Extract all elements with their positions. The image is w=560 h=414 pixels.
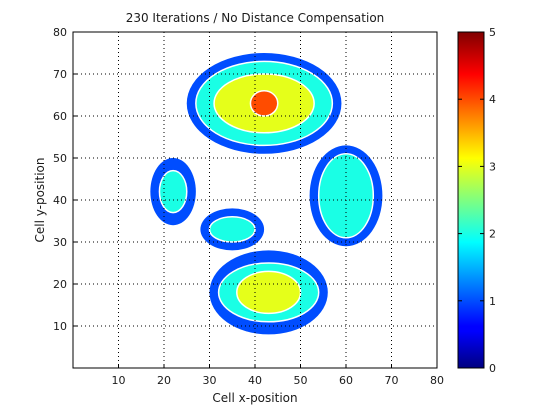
- region-5-level-3: [236, 270, 302, 315]
- region-3-level-2: [158, 169, 188, 214]
- y-tick-label-70: 70: [53, 68, 67, 81]
- y-tick-label-30: 30: [53, 236, 67, 249]
- colorbar-tick-label-5: 5: [489, 26, 496, 39]
- x-tick-label-40: 40: [248, 374, 262, 387]
- heatmap-regions: [150, 53, 383, 335]
- x-tick-label-70: 70: [385, 374, 399, 387]
- grid: [73, 32, 437, 368]
- colorbar-tick-label-1: 1: [489, 295, 496, 308]
- region-2-level-2: [317, 153, 375, 239]
- colorbar-tick-label-0: 0: [489, 362, 496, 375]
- x-tick-label-10: 10: [112, 374, 126, 387]
- x-tick-label-30: 30: [203, 374, 217, 387]
- x-axis: 10 20 30 40 50 60 70 80: [112, 364, 444, 387]
- x-tick-label-20: 20: [157, 374, 171, 387]
- colorbar-tick-label-4: 4: [489, 93, 496, 106]
- y-tick-label-50: 50: [53, 152, 67, 165]
- colorbar: [457, 31, 485, 369]
- y-tick-label-80: 80: [53, 26, 67, 39]
- y-axis-label: Cell y-position: [33, 158, 47, 243]
- y-tick-label-40: 40: [53, 194, 67, 207]
- region-1-level-4: [249, 90, 279, 117]
- x-tick-label-50: 50: [294, 374, 308, 387]
- y-tick-label-20: 20: [53, 278, 67, 291]
- chart-title: 230 Iterations / No Distance Compensatio…: [126, 11, 385, 25]
- y-tick-label-60: 60: [53, 110, 67, 123]
- y-tick-label-10: 10: [53, 320, 67, 333]
- colorbar-tick-label-2: 2: [489, 228, 496, 241]
- x-tick-label-60: 60: [339, 374, 353, 387]
- x-axis-label: Cell x-position: [212, 391, 297, 405]
- x-tick-label-80: 80: [430, 374, 444, 387]
- y-axis: 10 20 30 40 50 60 70 80: [53, 26, 77, 333]
- colorbar-ticks: 0 1 2 3 4 5: [458, 26, 496, 375]
- colorbar-tick-label-3: 3: [489, 160, 496, 173]
- region-4-level-2: [208, 216, 256, 243]
